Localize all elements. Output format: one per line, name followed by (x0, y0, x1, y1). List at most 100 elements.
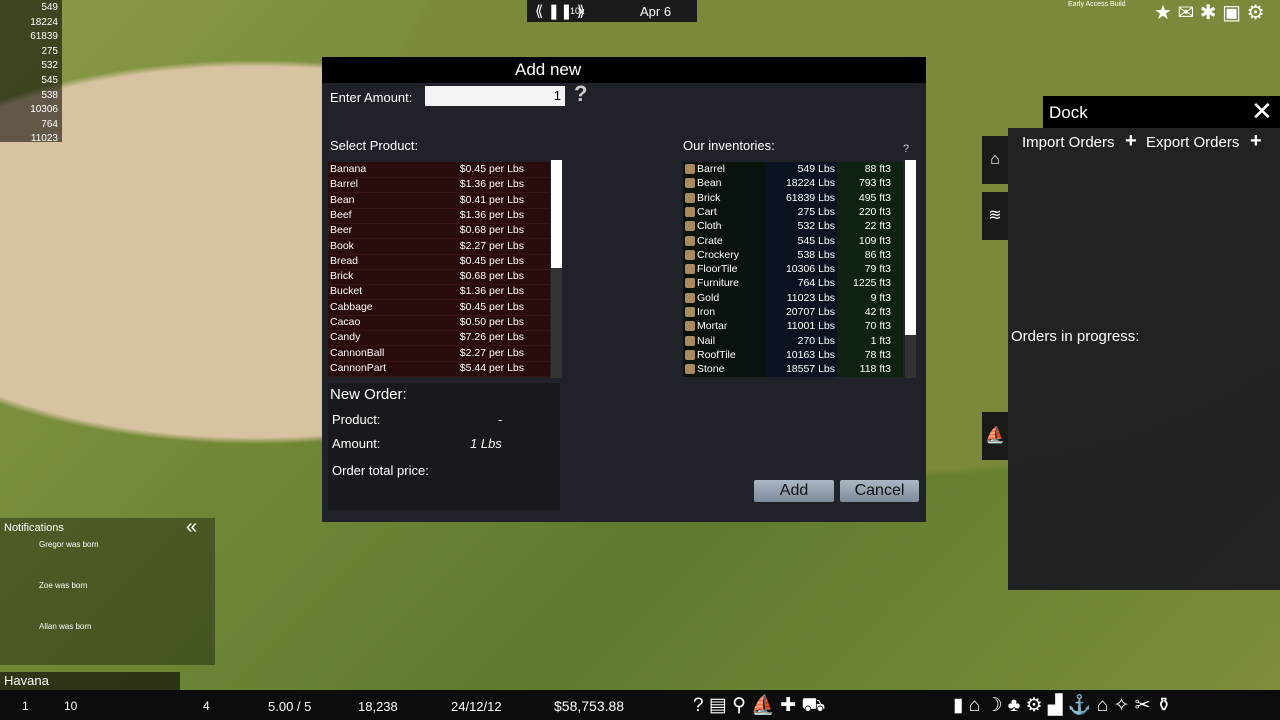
resource-amount: 10306 (30, 104, 58, 116)
inventory-name: RoofTile (697, 348, 736, 361)
product-price: $0.41 per Lbs (459, 193, 524, 206)
lbs-column (765, 162, 837, 377)
product-row[interactable]: Beef $1.36 per Lbs (328, 208, 550, 224)
export-orders[interactable]: Export Orders (1146, 134, 1240, 151)
inventory-icon (685, 292, 695, 303)
product-row[interactable]: CannonPart $5.44 per Lbs (328, 361, 550, 377)
inventory-row: Stone 18557 Lbs 118 ft3 (683, 362, 903, 377)
amount-label: Enter Amount: (330, 90, 413, 105)
notification-text[interactable]: Gregor was born (39, 540, 99, 549)
product-row[interactable]: CannonBall $2.27 per Lbs (328, 346, 550, 362)
product-price: $0.45 per Lbs (459, 300, 524, 313)
status-value: 24/12/12 (451, 699, 502, 714)
product-price: $0.45 per Lbs (459, 163, 524, 175)
inventory-name: Cart (697, 205, 717, 218)
product-price: $2.27 per Lbs (459, 239, 524, 252)
inventory-row: Crate 545 Lbs 109 ft3 (683, 234, 903, 249)
product-price: $7.26 per Lbs (459, 331, 524, 344)
inventory-name: Nail (697, 334, 716, 347)
inventory-volume: 1225 ft3 (853, 277, 891, 290)
inventory-row: Brick 61839 Lbs 495 ft3 (683, 191, 903, 206)
inventory-weight: 549 Lbs (797, 163, 835, 175)
import-add[interactable]: + (1125, 130, 1137, 152)
inventory-volume: 70 ft3 (864, 320, 891, 333)
scroll-thumb[interactable] (905, 160, 916, 335)
product-row[interactable]: Beer $0.68 per Lbs (328, 223, 550, 240)
export-add[interactable]: + (1250, 130, 1262, 152)
inventory-volume: 42 ft3 (864, 306, 891, 318)
inventory-weight: 18557 Lbs (785, 363, 835, 376)
product-row[interactable]: Bucket $1.36 per Lbs (328, 284, 550, 301)
inventory-row: Gold 11023 Lbs 9 ft3 (683, 291, 903, 306)
speed: 10x (570, 6, 585, 16)
tab-home[interactable]: ⌂ (982, 136, 1008, 184)
inventory-name: Crockery (697, 248, 740, 261)
inventory-list: Barrel 549 Lbs 88 ft3 Bean 18224 Lbs 793 ft3 B… (683, 162, 903, 377)
resource-amount: 18224 (30, 16, 58, 28)
amount-input[interactable]: 1 (425, 86, 565, 106)
build-icons[interactable]: ▮ ⌂ ☽ ♣ ⚙ ▟ ⚓ ⌂ ✧ ✂ ⚱ (953, 695, 1172, 716)
inventory-row: Nail 270 Lbs 1 ft3 (683, 334, 903, 349)
inventory-name: Cloth (697, 220, 722, 233)
dock-panel: Import Orders + Export Orders + Orders i… (1008, 128, 1280, 590)
product-price: $2.27 per Lbs (459, 346, 524, 359)
notifications-title: Notifications (4, 522, 64, 534)
inventory-volume: 79 ft3 (864, 263, 891, 276)
product-name: Beer (330, 224, 353, 237)
inventory-name: Crate (697, 234, 723, 247)
inventory-icon (685, 249, 695, 260)
add-button[interactable]: Add (754, 480, 834, 502)
product-price: $1.36 per Lbs (459, 208, 524, 221)
inventory-row: Crockery 538 Lbs 86 ft3 (683, 248, 903, 263)
total-label: Order total price: (332, 463, 429, 478)
inventory-icon (685, 164, 695, 174)
cancel-button[interactable]: Cancel (840, 480, 919, 502)
status-value: 5.00 / 5 (268, 699, 312, 714)
notification-text[interactable]: Allan was born (39, 622, 92, 631)
product-row[interactable]: Barrel $1.36 per Lbs (328, 177, 550, 194)
inventory-icon (685, 221, 695, 232)
inventories-label: Our inventories: (683, 138, 775, 153)
top-icons[interactable]: ★ ✉ ✱ ▣ ⚙ (1154, 2, 1265, 24)
amount-value: 1 Lbs (470, 436, 502, 451)
import-orders[interactable]: Import Orders (1022, 134, 1115, 151)
product-label: Product: (332, 412, 381, 427)
inventory-row: Iron 20707 Lbs 42 ft3 (683, 305, 903, 320)
product-row[interactable]: Bread $0.45 per Lbs (328, 254, 550, 270)
product-row[interactable]: Brick $0.68 per Lbs (328, 269, 550, 286)
inventory-name: Gold (697, 291, 720, 304)
close-button[interactable]: ✕ (1251, 96, 1273, 126)
notification-text[interactable]: Zoe was born (39, 581, 88, 590)
product-row[interactable]: Banana $0.45 per Lbs (328, 162, 550, 178)
inventory-icon (685, 264, 695, 275)
product-row[interactable]: Bean $0.41 per Lbs (328, 193, 550, 209)
dialog-title: Add new (515, 60, 582, 79)
collapse-button[interactable]: « (186, 516, 198, 538)
scroll-thumb[interactable] (551, 160, 562, 268)
inventory-row: Mortar 11001 Lbs 70 ft3 (683, 319, 903, 334)
notifications-panel: Notifications « Gregor was born Zoe was b… (0, 516, 215, 665)
inventory-icon (685, 278, 695, 289)
resource-amount: 275 (41, 45, 58, 57)
inventory-weight: 11023 Lbs (786, 291, 835, 304)
scroll-track (551, 160, 562, 378)
help-icon[interactable]: ? (574, 81, 588, 106)
resource-panel: 549 18224 61839 275 532 545 538 10306 764 11023 (0, 0, 62, 144)
inventories-help[interactable]: ? (903, 143, 910, 155)
bottom-icons[interactable]: ? ▤ ⚲ ⛵ ✚ ⛟ (693, 695, 826, 716)
speed-controls[interactable]: ⟪ ❚❚ ⟫ (535, 3, 586, 20)
volume-column (837, 162, 903, 377)
inventory-icon (685, 364, 695, 375)
tab-layers[interactable]: ≋ (982, 192, 1008, 240)
product-row[interactable]: Book $2.27 per Lbs (328, 239, 550, 255)
product-row[interactable]: Candy $7.26 per Lbs (328, 330, 550, 347)
inventory-weight: 764 Lbs (797, 277, 835, 290)
product-row[interactable]: Cabbage $0.45 per Lbs (328, 300, 550, 316)
inventory-name: Mortar (697, 320, 728, 333)
inventory-icon (685, 335, 695, 346)
product-price: $1.36 per Lbs (459, 285, 524, 298)
product-row[interactable]: Cacao $0.50 per Lbs (328, 315, 550, 331)
product-price: $0.45 per Lbs (459, 254, 524, 267)
tab-dock[interactable]: ⛵ (982, 412, 1008, 460)
